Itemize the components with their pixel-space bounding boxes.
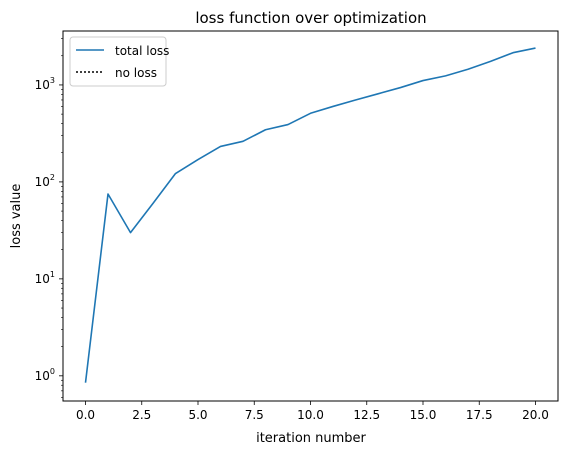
legend-label-total-loss: total loss [115,44,169,58]
x-tick-label: 0.0 [76,408,95,422]
x-tick-label: 15.0 [410,408,437,422]
x-tick-label: 20.0 [522,408,549,422]
x-tick-label: 2.5 [132,408,151,422]
legend-label-no-loss: no loss [115,66,157,80]
x-tick-label: 12.5 [353,408,380,422]
y-tick-label: 101 [35,270,55,286]
y-axis-ticks: 100 101 102 103 [35,38,63,398]
series-layer [84,47,536,383]
y-tick-label: 103 [35,76,55,92]
legend: total loss no loss [69,36,169,87]
x-axis-ticks: 0.0 2.5 5.0 7.5 10.0 12.5 15.0 17.5 20.0 [76,401,549,422]
x-tick-label: 17.5 [466,408,493,422]
x-tick-label: 10.0 [297,408,324,422]
y-tick-label: 100 [35,367,55,383]
y-axis-label: loss value [9,184,24,249]
x-tick-label: 5.0 [188,408,207,422]
x-axis-label: iteration number [256,431,366,446]
series-line-total-loss [84,47,536,383]
x-tick-label: 7.5 [245,408,264,422]
y-tick-label: 102 [35,173,55,189]
chart-title: loss function over optimization [195,9,426,27]
